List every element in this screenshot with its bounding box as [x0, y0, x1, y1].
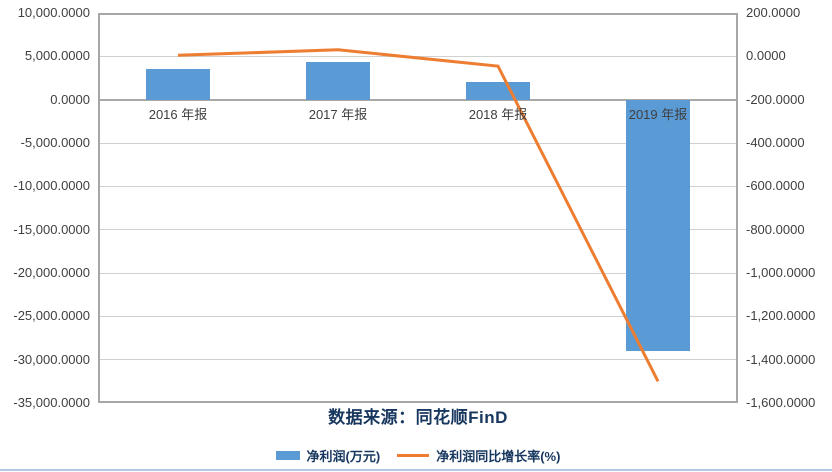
plot-area: 2016 年报 2017 年报 2018 年报 2019 年报	[98, 13, 738, 403]
gridline	[98, 229, 738, 231]
gridline	[98, 142, 738, 144]
gridline	[98, 272, 738, 274]
bottom-border-line	[0, 469, 832, 471]
legend: 净利润(万元) 净利润同比增长率(%)	[98, 446, 738, 465]
gridline	[98, 55, 738, 57]
left-axis-tick: 0.0000	[50, 91, 90, 107]
left-axis-tick: -30,000.0000	[13, 351, 90, 367]
gridline	[98, 359, 738, 361]
left-axis-tick: 10,000.0000	[17, 5, 90, 20]
right-axis-tick: -600.0000	[746, 178, 805, 194]
right-axis-tick: -1,600.0000	[746, 395, 816, 410]
x-axis-label: 2017 年报	[308, 107, 368, 122]
source-caption: 数据来源：同花顺FinD	[328, 408, 508, 427]
right-axis-tick: -400.0000	[746, 135, 805, 150]
plot-border-top	[98, 13, 738, 15]
right-axis-tick: -1,000.0000	[746, 265, 816, 280]
growth-line	[177, 48, 660, 382]
right-axis-tick: -200.0000	[746, 91, 805, 107]
left-axis-tick: -10,000.0000	[13, 178, 90, 194]
left-axis-tick: -25,000.0000	[13, 308, 90, 324]
right-axis-tick: -1,200.0000	[746, 308, 816, 324]
zero-gridline	[98, 98, 738, 101]
x-axis-label: 2019 年报	[628, 107, 688, 122]
left-axis-tick: -35,000.0000	[13, 395, 90, 410]
bar-2019	[626, 99, 690, 351]
left-axis-tick: -5,000.0000	[20, 135, 90, 150]
right-axis-tick: -800.0000	[746, 221, 805, 237]
plot-border-bottom	[98, 401, 738, 403]
right-axis-tick: 200.0000	[746, 5, 801, 20]
legend-line-swatch	[397, 454, 430, 457]
plot-border-right	[736, 13, 738, 403]
left-axis-tick: -15,000.0000	[13, 221, 90, 237]
bar-2016	[146, 69, 210, 100]
growth-line-layer	[177, 48, 660, 382]
plot-border-left	[98, 13, 100, 403]
bar-2017	[306, 62, 370, 100]
legend-bar-swatch	[275, 451, 300, 460]
right-axis-tick: 0.0000	[746, 48, 786, 64]
left-axis-tick: 5,000.0000	[24, 48, 90, 64]
gridline	[98, 315, 738, 317]
legend-line-label: 净利润同比增长率(%)	[436, 449, 561, 464]
x-axis-label: 2018 年报	[468, 107, 528, 122]
right-axis-tick: -1,400.0000	[746, 351, 816, 367]
legend-bar-label: 净利润(万元)	[306, 449, 381, 464]
x-axis-label: 2016 年报	[148, 107, 208, 122]
left-axis-tick: -20,000.0000	[13, 265, 90, 280]
gridline	[98, 185, 738, 187]
